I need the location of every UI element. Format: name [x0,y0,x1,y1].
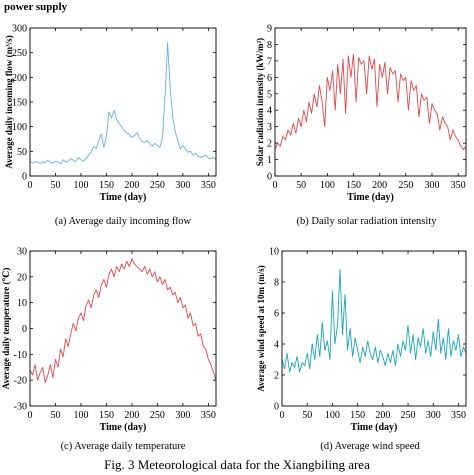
chart-caption: (d) Average wind speed [320,441,420,452]
series-line [29,42,217,165]
y-axis-label: Average daily temperature (℃) [1,268,11,390]
y-axis-label: Average daily incoming flow (m³/s) [4,35,14,169]
x-tick-label: 250 [150,410,165,421]
x-tick-label: 100 [73,410,88,421]
chart-caption: (a) Average daily incoming flow [55,216,192,227]
y-tick-label: 50 [17,147,27,158]
y-tick-label: 4 [274,340,279,351]
x-tick-label: 300 [175,180,190,191]
chart-c: 0 50 100 150 200 250 300 350 -30 -20 -10 0 10 20 30 Tim… [1,247,217,452]
y-tick-label: 0 [267,172,272,183]
plot-frame [274,27,467,177]
x-tick-label: 50 [50,180,60,191]
y-tick-label: 4 [267,106,272,117]
x-axis-label: Time (day) [351,422,398,433]
x-tick-label: 250 [150,180,165,191]
x-axis-label: Time (day) [347,192,394,203]
y-tick-label: 300 [12,24,27,35]
y-tick-label: 10 [17,298,27,309]
plot-frame [29,250,217,407]
y-tick-label: -30 [14,402,27,413]
x-tick-label: 300 [175,410,190,421]
x-axis-label: Time (day) [100,192,147,203]
y-tick-label: 1 [267,155,272,166]
y-tick-label: 250 [12,48,27,59]
x-tick-label: 250 [398,180,413,191]
y-tick-label: 5 [267,89,272,100]
x-tick-label: 200 [124,180,139,191]
y-tick-label: 0 [274,402,279,413]
y-tick-label: 0 [22,172,27,183]
x-tick-label: 0 [273,180,278,191]
x-tick-label: 300 [426,410,441,421]
x-tick-label: 250 [401,410,416,421]
x-tick-label: 150 [346,180,361,191]
x-tick-label: 150 [350,410,365,421]
chart-d: 0 50 100 150 200 250 300 350 0 2 4 6 8 10 Time (day) Av… [256,247,467,452]
y-tick-label: 9 [267,24,272,35]
x-tick-label: 150 [99,410,114,421]
y-tick-label: 6 [274,309,279,320]
y-tick-label: -10 [14,350,27,361]
y-tick-label: 3 [267,122,272,133]
x-tick-label: 350 [201,180,216,191]
y-tick-label: 20 [17,272,27,283]
y-tick-label: 2 [267,139,272,150]
y-tick-label: 8 [274,278,279,289]
x-tick-label: 0 [28,180,33,191]
y-axis-label: Solar radiation intensity (kW/m²) [255,38,265,166]
plot-frame [29,27,217,177]
x-tick-label: 300 [424,180,439,191]
x-tick-label: 200 [375,410,390,421]
y-tick-label: 2 [274,371,279,382]
y-tick-label: 150 [12,98,27,109]
x-tick-label: 100 [325,410,340,421]
x-tick-label: 100 [73,180,88,191]
x-tick-label: 50 [50,410,60,421]
y-tick-label: 100 [12,122,27,133]
x-tick-label: 200 [124,410,139,421]
series-line [274,53,467,151]
series-line [29,258,217,384]
y-tick-label: 30 [17,247,27,258]
x-tick-label: 100 [320,180,335,191]
y-tick-label: 6 [267,73,272,84]
y-tick-label: 7 [267,56,272,67]
x-tick-label: 50 [302,410,312,421]
y-tick-label: -20 [14,376,27,387]
series-line [281,269,467,373]
x-tick-label: 350 [451,180,466,191]
plot-frame [281,250,467,407]
x-tick-label: 0 [28,410,33,421]
y-tick-label: 200 [12,73,27,84]
figure-caption: Fig. 3 Meteorological data for the Xiang… [104,457,370,472]
x-axis-label: Time (day) [100,422,147,433]
x-tick-label: 0 [280,410,285,421]
y-axis-label: Average wind speed at 10m (m/s) [256,265,266,392]
y-tick-label: 10 [269,247,279,258]
x-tick-label: 200 [372,180,387,191]
x-tick-label: 350 [201,410,216,421]
y-tick-label: 8 [267,40,272,51]
chart-b: 0 50 100 150 200 250 300 350 0 1 2 3 4 5 6 7 8 9 Time (day… [255,24,467,227]
y-tick-label: 0 [22,324,27,335]
chart-a: 0 50 100 150 200 250 300 350 0 50 100 150 200 250 300 T… [4,24,217,227]
x-tick-label: 50 [296,180,306,191]
page-title: power supply [4,1,68,13]
x-tick-label: 150 [99,180,114,191]
chart-caption: (c) Average daily temperature [61,441,186,452]
x-tick-label: 350 [451,410,466,421]
chart-caption: (b) Daily solar radiation intensity [297,216,438,227]
